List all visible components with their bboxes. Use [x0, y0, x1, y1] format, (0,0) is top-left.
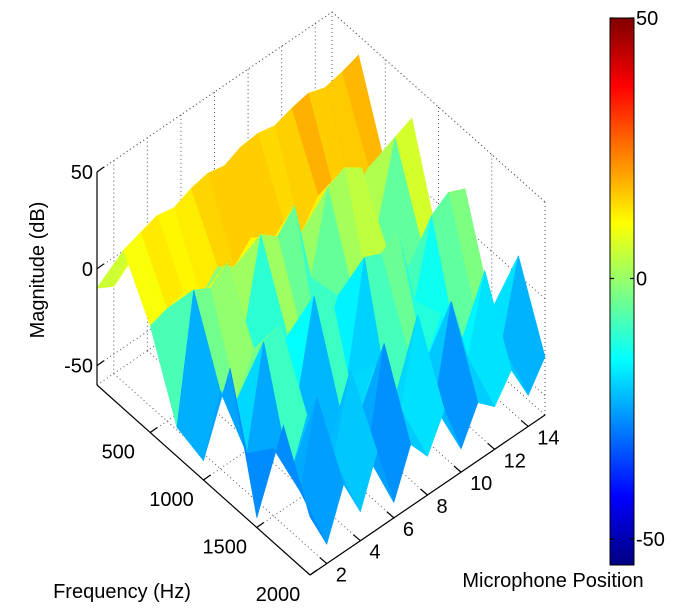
y-tick-label: 12	[504, 450, 526, 472]
colorbar-tick-label: 50	[636, 8, 658, 30]
y-tick	[352, 534, 361, 542]
z-tick	[96, 166, 105, 173]
x-tick-label: 1000	[149, 489, 194, 511]
y-tick-label: 6	[403, 519, 414, 541]
surface-patch	[283, 425, 328, 545]
grid-line	[96, 11, 333, 173]
z-tick	[96, 263, 105, 270]
z-axis-label: Magnitude (dB)	[27, 202, 49, 339]
z-tick-label: 50	[71, 162, 93, 184]
colorbar	[609, 17, 635, 566]
y-tick-label: 14	[537, 427, 559, 449]
y-tick	[520, 419, 529, 427]
y-tick	[319, 557, 328, 565]
y-tick-label: 2	[336, 565, 347, 587]
y-tick-label: 10	[470, 473, 492, 495]
x-tick-label: 500	[102, 442, 135, 464]
axes: -50 0 50 500 1000 1500 2000 24 6 8 10 12 14	[64, 162, 559, 606]
y-tick	[386, 511, 395, 519]
z-tick-label: -50	[64, 356, 93, 378]
z-tick-label: 0	[82, 259, 93, 281]
colorbar-tick-label: 0	[636, 268, 647, 290]
x-tick	[203, 474, 211, 481]
y-axis-label: Microphone Position	[462, 570, 643, 592]
y-tick-label: 4	[369, 542, 380, 564]
x-tick-label: 2000	[256, 584, 301, 606]
y-tick	[487, 442, 496, 450]
y-tick	[420, 488, 428, 496]
x-tick	[256, 522, 265, 528]
y-tick-label: 8	[437, 496, 448, 518]
x-tick	[309, 569, 318, 576]
surface	[96, 54, 546, 546]
y-tick	[453, 465, 462, 473]
z-tick	[96, 360, 105, 367]
x-tick-label: 1500	[203, 537, 248, 559]
x-axis-label: Frequency (Hz)	[53, 581, 191, 603]
colorbar-tick-label: -50	[636, 529, 665, 551]
x-tick	[149, 427, 158, 433]
